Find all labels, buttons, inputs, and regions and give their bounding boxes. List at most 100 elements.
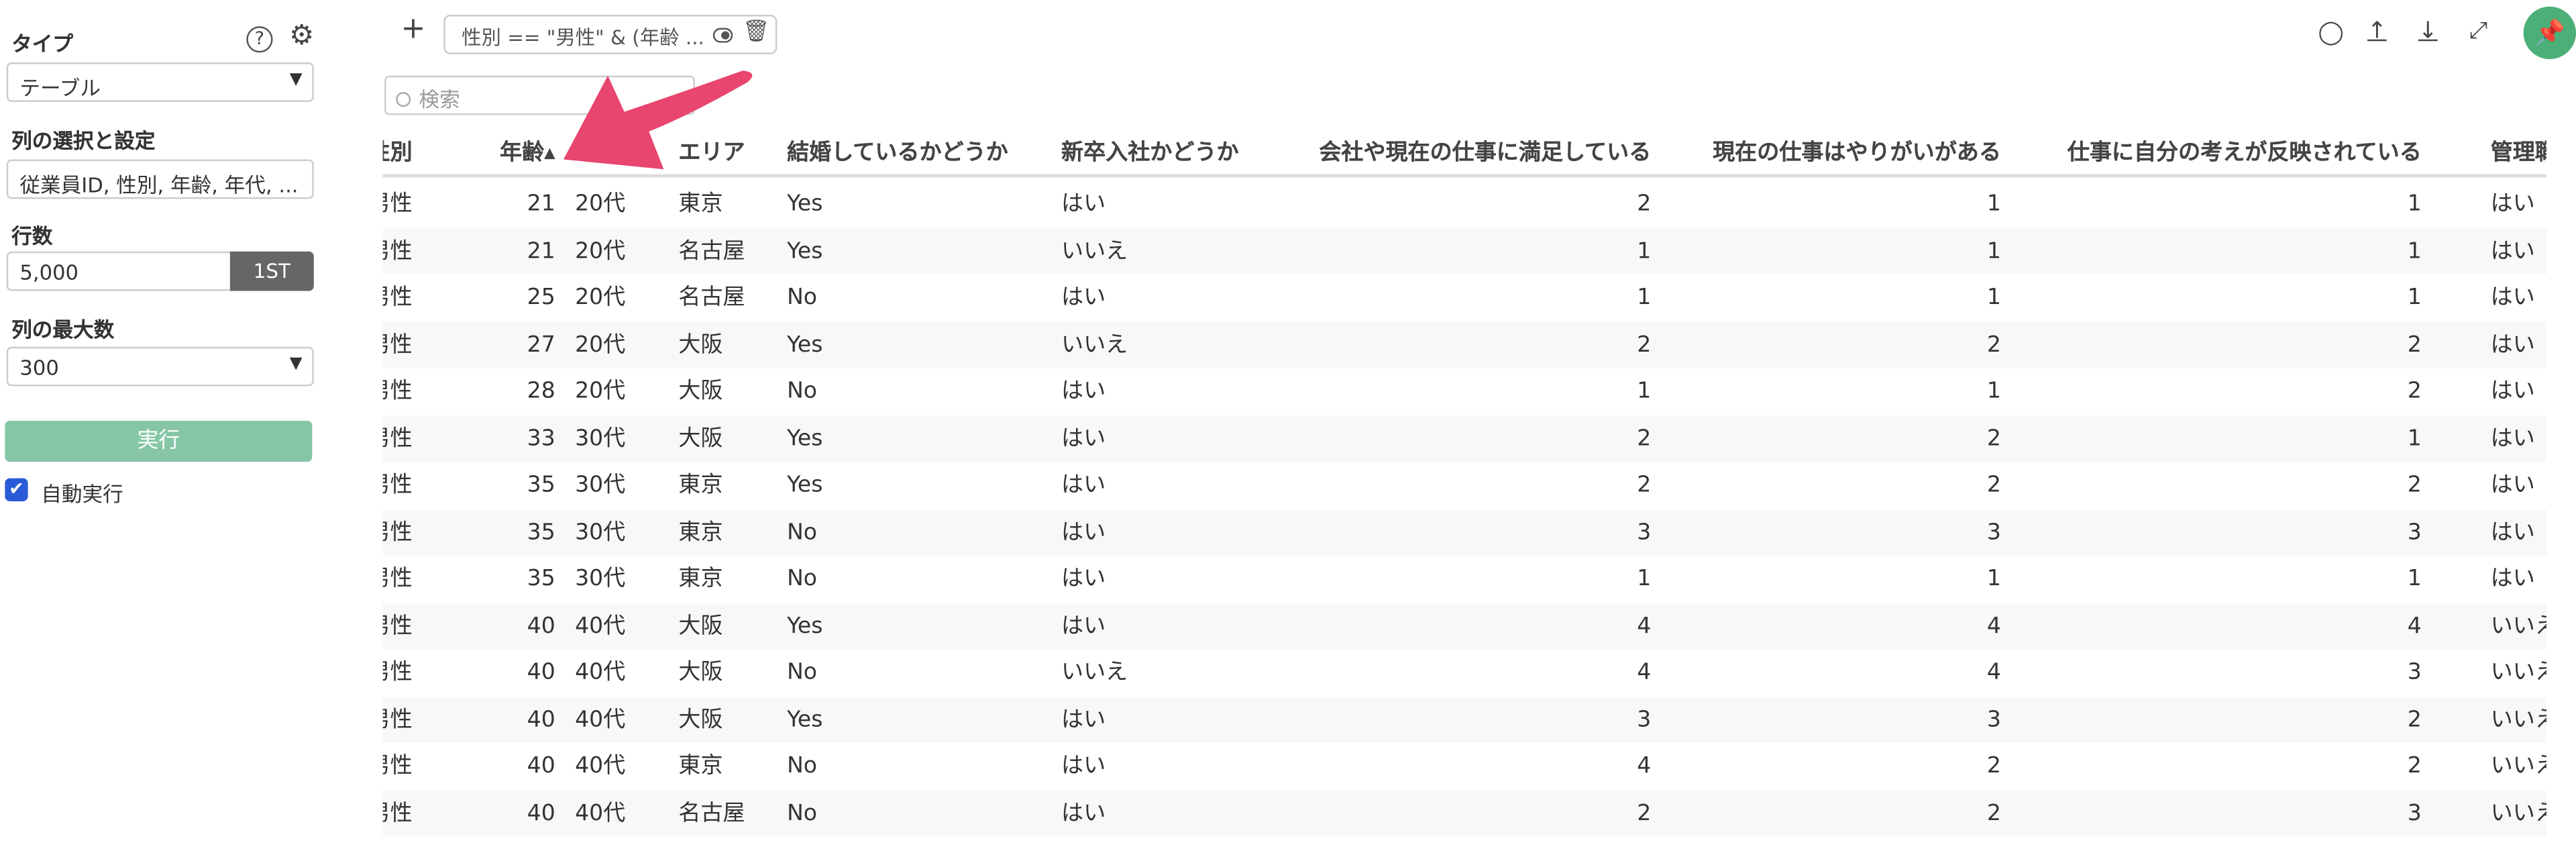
table-row[interactable]: 男性 35 30代 東京 Yes はい 2 2 2 はい	[383, 462, 2546, 509]
table-cell: 40	[527, 612, 555, 639]
table-cell: 40	[527, 705, 555, 733]
table-row[interactable]: 男性 40 40代 大阪 Yes はい 4 4 4 いいえ	[382, 602, 2546, 650]
table-cell: 東京	[678, 565, 723, 592]
table-cell: 28	[527, 378, 555, 405]
table-cell: 男性	[383, 237, 413, 264]
table-row[interactable]: 男性 21 20代 名古屋 Yes いいえ 1 1 1 はい	[382, 228, 2546, 274]
expand-icon[interactable]: ⤢	[2469, 17, 2488, 45]
column-header[interactable]: 現在の仕事はやりがいがある	[1713, 140, 2001, 166]
table-cell: 男性	[383, 378, 413, 405]
table-cell: 4	[1637, 612, 1652, 639]
table-row[interactable]: 男性 35 30代 東京 No はい 3 3 3 はい	[382, 508, 2546, 556]
table-cell: 3	[1637, 518, 1652, 545]
table-cell: 4	[2407, 612, 2422, 639]
table-row[interactable]: 男性 33 30代 大阪 Yes はい 2 2 1 はい	[382, 415, 2546, 462]
search-icon	[396, 92, 411, 107]
table-row[interactable]: 男性 40 40代 東京 No はい 4 2 2 いいえ	[383, 743, 2546, 790]
table-cell: 2	[1637, 471, 1652, 499]
table-cell: No	[787, 284, 818, 311]
table-row[interactable]: 男性 28 20代 大阪 No はい 1 1 2 はい	[383, 368, 2546, 415]
pin-button[interactable]: 📌	[2523, 6, 2576, 60]
table-cell: Yes	[787, 612, 823, 639]
table-cell: 2	[1986, 752, 2001, 779]
table-cell: 男性	[383, 284, 413, 311]
table-cell: 20代	[575, 237, 626, 264]
gear-icon[interactable]: ⚙	[289, 19, 315, 53]
table-row[interactable]: 男性 25 20代 名古屋 No はい 1 1 1 はい	[383, 274, 2546, 321]
table-row[interactable]: 男性2120代東京Yesはい211はい	[383, 181, 2546, 228]
type-label: タイプ	[11, 31, 74, 56]
table-cell: 25	[527, 284, 555, 311]
table-cell: 名古屋	[678, 237, 745, 264]
table-cell: はい	[2490, 331, 2535, 358]
table-cell: 男性	[383, 612, 413, 639]
download-icon[interactable]: ↓	[2418, 17, 2438, 45]
table-cell: はい	[2490, 237, 2535, 264]
column-header[interactable]: 新卒入社かどうか	[1061, 140, 1239, 166]
table-cell: 1	[1986, 565, 2001, 592]
table-cell: 1	[2407, 425, 2422, 452]
max-columns-select[interactable]: 300 ▼	[6, 346, 314, 387]
table-cell: 4	[1637, 752, 1652, 779]
table-cell: いいえ	[2490, 799, 2546, 826]
table-cell: 40代	[575, 752, 626, 779]
table-cell: 30代	[575, 471, 626, 499]
table-cell: No	[787, 752, 818, 779]
table-cell: 40	[527, 752, 555, 779]
auto-run-checkbox[interactable]: ✔	[5, 478, 28, 501]
table-cell: 35	[527, 518, 555, 545]
auto-run-label: 自動実行	[41, 481, 123, 507]
column-header[interactable]: 会社や現在の仕事に満足している	[1319, 140, 1652, 166]
table-cell: 4	[1637, 659, 1652, 686]
table-cell: はい	[1061, 425, 1106, 452]
column-header[interactable]: エリア	[678, 140, 745, 166]
table-cell: いいえ	[2490, 612, 2546, 639]
arrow-shape	[564, 70, 753, 170]
column-header[interactable]: 結婚しているかどうか	[787, 140, 1008, 166]
run-button[interactable]: 実行	[5, 420, 313, 462]
column-header[interactable]: 管理職	[2490, 140, 2546, 166]
trash-icon[interactable]: 🗑	[742, 19, 770, 45]
column-header[interactable]: 年齢▴	[500, 140, 555, 166]
table-cell: 35	[527, 565, 555, 592]
help-icon[interactable]: ?	[246, 26, 273, 53]
max-columns-label: 列の最大数	[11, 317, 115, 342]
table-cell: 30代	[575, 518, 626, 545]
column-header[interactable]: 仕事に自分の考えが反映されている	[2067, 140, 2422, 166]
table-cell: 30代	[575, 425, 626, 452]
first-rows-button[interactable]: 1ST	[229, 251, 314, 291]
upload-icon[interactable]: ↑	[2367, 17, 2387, 45]
table-cell: 2	[1637, 191, 1652, 217]
table-row[interactable]: 男性 35 30代 東京 No はい 1 1 1 はい	[383, 556, 2546, 603]
type-select-value: テーブル	[19, 75, 101, 101]
table-cell: 2	[1637, 331, 1652, 358]
table-cell: はい	[2490, 378, 2535, 405]
pin-icon: 📌	[2534, 17, 2565, 48]
table-cell: 2	[2407, 705, 2422, 733]
table-cell: はい	[1061, 799, 1106, 826]
table-cell: 2	[1986, 425, 2001, 452]
filter-chip[interactable]: 性別 == "男性" & (年齢 ... 🗑	[443, 15, 777, 54]
table-cell: 33	[527, 425, 555, 452]
column-header[interactable]: 性別	[383, 140, 413, 166]
table-cell: 男性	[383, 191, 413, 217]
table-cell: 2	[1986, 799, 2001, 826]
comment-icon[interactable]: ◯	[2318, 19, 2344, 46]
add-filter-button[interactable]: +	[400, 11, 426, 46]
columns-input[interactable]: 従業員ID, 性別, 年齢, 年代, ...	[6, 159, 314, 199]
toggle-icon[interactable]	[712, 28, 733, 43]
table-cell: 40代	[575, 799, 626, 826]
table-row[interactable]: 男性 40 40代 名古屋 No はい 2 2 3 いいえ	[382, 789, 2546, 837]
type-select[interactable]: テーブル ▼	[6, 62, 314, 102]
table-cell: 大阪	[678, 705, 723, 733]
table-cell: 3	[1986, 705, 2001, 733]
table-row[interactable]: 男性 27 20代 大阪 Yes いいえ 2 2 2 はい	[382, 321, 2546, 368]
table-cell: 40代	[575, 659, 626, 686]
table-row[interactable]: 男性 40 40代 大阪 Yes はい 3 3 2 いいえ	[382, 696, 2546, 743]
chevron-down-icon: ▼	[289, 70, 303, 89]
table-row[interactable]: 男性 40 40代 大阪 No いいえ 4 4 3 いいえ	[383, 649, 2546, 696]
table-cell: 1	[1986, 237, 2001, 264]
table-cell: 1	[2407, 237, 2422, 264]
